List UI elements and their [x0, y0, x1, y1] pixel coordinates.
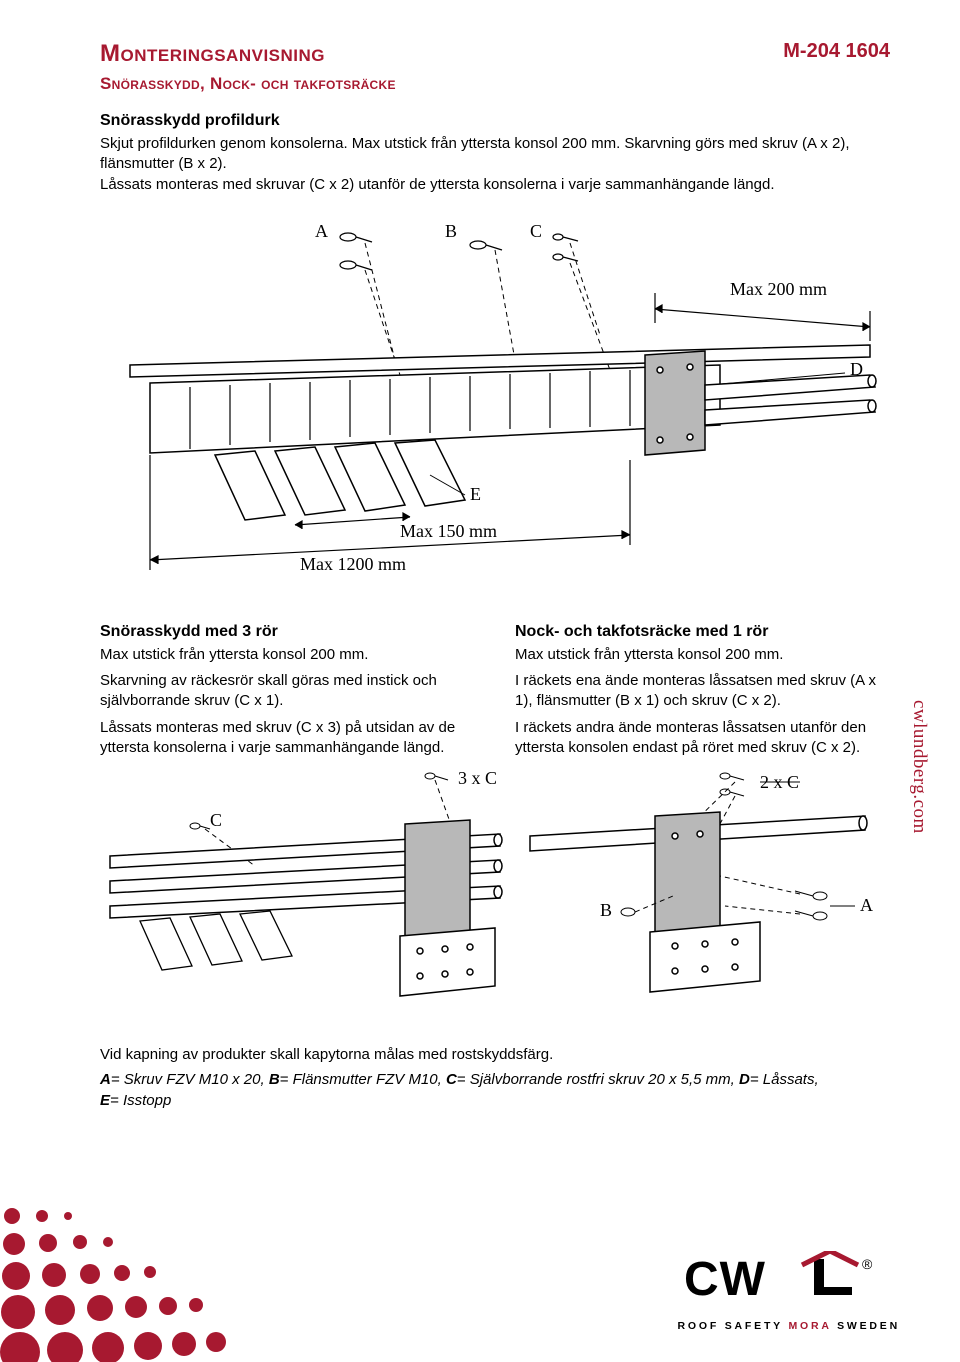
left-heading: Snörasskydd med 3 rör: [100, 623, 475, 641]
fn-b: = Flänsmutter FZV M10,: [280, 1071, 446, 1088]
footnote-line1: Vid kapning av produkter skall kapytorna…: [100, 1044, 890, 1065]
d1-label-b: B: [445, 221, 457, 241]
svg-text:CW: CW: [684, 1253, 766, 1306]
fn-a: = Skruv FZV M10 x 20,: [111, 1071, 269, 1088]
intro-p1: Skjut profildurken genom konsolerna. Max…: [100, 134, 890, 175]
logo: CW ® ROOF SAFETY MORA SWEDEN: [678, 1251, 901, 1332]
fn-b-key: B: [269, 1071, 280, 1088]
svg-text:®: ®: [862, 1256, 873, 1272]
d1-max1200: Max 1200 mm: [300, 554, 406, 574]
right-heading: Nock- och takfotsräcke med 1 rör: [515, 623, 890, 641]
left-p2: Skarvning av räckesrör skall göras med i…: [100, 671, 475, 712]
page-subtitle: Snörasskydd, Nock- och takfotsräcke: [100, 74, 396, 94]
fn-c: = Självborrande rostfri skruv 20 x 5,5 m…: [457, 1071, 739, 1088]
right-p3: I räckets andra ände monteras låssatsen …: [515, 718, 890, 759]
footnote: Vid kapning av produkter skall kapytorna…: [100, 1044, 890, 1111]
d1-label-e: E: [470, 484, 481, 504]
right-p1: Max utstick från yttersta konsol 200 mm.: [515, 645, 890, 665]
fn-d: = Låssats,: [750, 1071, 819, 1088]
left-p1: Max utstick från yttersta konsol 200 mm.: [100, 645, 475, 665]
logo-sub-pre: ROOF SAFETY: [678, 1320, 789, 1332]
left-p3: Låssats monteras med skruv (C x 3) på ut…: [100, 718, 475, 759]
intro-heading: Snörasskydd profildurk: [100, 112, 890, 130]
diagram-2: 3 x C 2 x C C: [100, 766, 890, 1026]
fn-d-key: D: [739, 1071, 750, 1088]
logo-sub-mora: MORA: [789, 1320, 832, 1332]
dots-decoration: [0, 1162, 260, 1362]
fn-e-key: E: [100, 1092, 110, 1109]
side-url: cwlundberg.com: [908, 700, 930, 834]
right-p2: I räckets ena ände monteras låssatsen me…: [515, 671, 890, 712]
fn-c-key: C: [446, 1071, 457, 1088]
d1-max200: Max 200 mm: [730, 279, 827, 299]
intro-p2: Låssats monteras med skruvar (C x 2) uta…: [100, 175, 890, 195]
d2-b: B: [600, 900, 612, 920]
d2-c: C: [210, 810, 222, 830]
d2-a: A: [860, 895, 873, 915]
d1-label-c: C: [530, 221, 542, 241]
fn-e: = Isstopp: [110, 1092, 171, 1109]
diagram-1: A B C Max 200 mm: [100, 215, 890, 595]
page-title: Monteringsanvisning: [100, 40, 396, 68]
fn-a-key: A: [100, 1071, 111, 1088]
logo-sub-post: SWEDEN: [831, 1320, 900, 1332]
logo-tagline: ROOF SAFETY MORA SWEDEN: [678, 1320, 901, 1332]
d1-label-a: A: [315, 221, 328, 241]
d1-max150: Max 150 mm: [400, 521, 497, 541]
d2-3xc: 3 x C: [458, 768, 497, 788]
document-id: M-204 1604: [783, 40, 890, 63]
